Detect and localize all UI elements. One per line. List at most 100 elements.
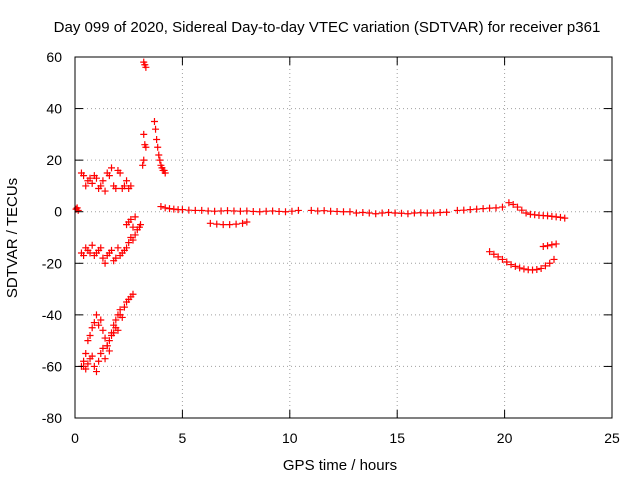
data-point	[103, 342, 111, 350]
data-point	[112, 254, 120, 262]
data-point	[101, 334, 109, 342]
data-point	[239, 219, 247, 227]
data-point	[92, 311, 100, 319]
data-point	[327, 207, 335, 215]
data-point	[516, 264, 524, 272]
data-point	[127, 182, 135, 190]
data-point	[191, 206, 199, 214]
data-point	[486, 248, 494, 256]
data-point	[129, 290, 137, 298]
data-point	[95, 321, 103, 329]
data-point	[116, 169, 124, 177]
data-point	[105, 337, 113, 345]
data-point	[125, 239, 133, 247]
data-point	[118, 313, 126, 321]
data-point	[101, 259, 109, 267]
data-point	[486, 204, 494, 212]
data-point	[224, 207, 232, 215]
data-point	[520, 265, 528, 273]
data-point	[88, 352, 96, 360]
y-tick-label: 20	[46, 152, 62, 168]
data-point	[105, 172, 113, 180]
data-point	[84, 360, 92, 368]
y-tick-label: 0	[54, 204, 62, 220]
y-tick-label: -80	[42, 410, 62, 426]
data-point	[150, 117, 158, 125]
data-point	[82, 350, 90, 358]
data-point	[80, 357, 88, 365]
data-point	[498, 255, 506, 263]
data-point	[127, 215, 135, 223]
data-point	[88, 241, 96, 249]
data-point	[99, 254, 107, 262]
data-point	[282, 208, 290, 216]
data-point	[410, 209, 418, 217]
data-point	[340, 208, 347, 216]
data-point	[108, 246, 116, 254]
data-point	[269, 207, 277, 215]
data-point	[492, 204, 500, 212]
data-point	[161, 169, 169, 177]
data-point	[86, 174, 94, 182]
data-point	[129, 223, 137, 231]
plot-frame	[74, 56, 613, 419]
data-point	[204, 207, 212, 215]
data-point	[539, 243, 547, 251]
data-point	[365, 209, 373, 217]
data-point	[110, 329, 118, 337]
data-point	[213, 220, 221, 228]
data-point	[161, 204, 169, 212]
data-point	[131, 231, 139, 239]
data-point	[243, 218, 251, 226]
data-point	[92, 174, 100, 182]
data-point	[99, 177, 107, 185]
data-point	[152, 125, 160, 133]
x-tick-label: 25	[604, 430, 620, 446]
data-point	[155, 151, 163, 159]
data-point	[139, 161, 147, 169]
data-point	[74, 206, 82, 214]
data-point	[86, 249, 94, 257]
data-point	[101, 355, 109, 363]
data-point	[430, 209, 438, 217]
data-point	[307, 206, 315, 214]
data-point	[236, 207, 244, 215]
data-point	[84, 337, 92, 345]
data-point	[314, 207, 322, 215]
data-point	[90, 319, 98, 327]
data-point	[320, 207, 328, 215]
data-point	[157, 203, 165, 211]
data-point	[275, 207, 283, 215]
x-tick-label: 10	[282, 430, 298, 446]
data-point	[211, 207, 219, 215]
data-markers	[72, 58, 569, 376]
data-point	[142, 63, 150, 71]
data-point	[498, 203, 506, 211]
y-tick-label: -20	[42, 255, 62, 271]
data-point	[88, 179, 96, 187]
data-point	[346, 208, 354, 216]
data-point	[92, 368, 100, 376]
data-point	[548, 241, 556, 249]
data-point	[185, 206, 193, 214]
data-point	[333, 207, 341, 215]
data-point	[537, 264, 545, 272]
data-point	[137, 221, 145, 229]
data-point	[206, 219, 214, 227]
data-point	[198, 206, 206, 214]
data-point	[511, 262, 519, 270]
data-point	[262, 207, 270, 215]
data-point	[556, 213, 564, 221]
data-point	[99, 344, 107, 352]
data-point	[404, 210, 412, 218]
data-point	[112, 324, 120, 332]
data-point	[378, 209, 386, 217]
data-point	[80, 252, 88, 260]
data-point	[97, 182, 105, 190]
data-point	[114, 311, 122, 319]
x-tick-label: 20	[497, 430, 513, 446]
data-point	[518, 206, 526, 214]
y-tick-label: 60	[46, 49, 62, 65]
data-point	[82, 182, 90, 190]
data-point	[546, 259, 554, 267]
